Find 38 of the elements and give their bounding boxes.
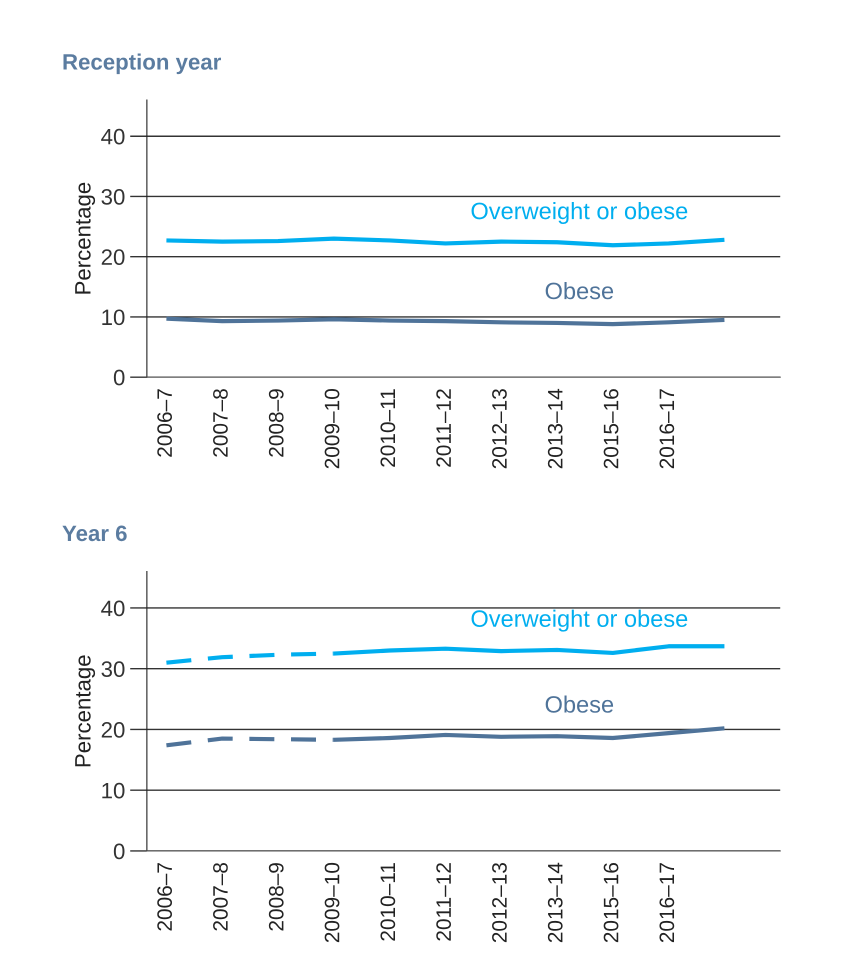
x-tick-label: 2009–10 (324, 389, 340, 468)
x-tick-label: 2006–7 (157, 863, 172, 931)
y-tick-label: 0 (114, 844, 124, 860)
x-tick-label: 2009–10 (324, 862, 340, 942)
series-label: Overweight or obese (472, 202, 688, 224)
x-tick-label: 2016–17 (659, 389, 674, 468)
y-tick-label: 30 (101, 661, 124, 678)
y-axis-title: Percentage (75, 655, 96, 766)
x-tick-label: 2008–9 (268, 863, 284, 931)
y-tick-label: 40 (101, 128, 124, 145)
x-tick-label: 2012–13 (492, 863, 507, 942)
y-tick-label: 20 (102, 249, 124, 265)
chart-title: Reception year (63, 53, 221, 74)
x-tick-label: 2012–13 (492, 389, 507, 468)
chart-title: Year 6 (62, 525, 127, 542)
x-tick-label: 2006–7 (157, 389, 172, 457)
x-tick-label: 2007–8 (213, 862, 228, 931)
x-tick-label: 2010–11 (380, 863, 396, 941)
x-tick-label: 2011–12 (436, 863, 452, 941)
y-tick-label: 30 (101, 189, 124, 205)
y-tick-label: 20 (102, 722, 124, 738)
x-tick-label: 2015–16 (604, 863, 618, 942)
y-tick-label: 10 (102, 782, 124, 799)
series-label: Overweight or obese (472, 610, 688, 632)
x-tick-label: 2013–14 (548, 862, 563, 942)
x-tick-label: 2010–11 (380, 389, 396, 467)
y-tick-label: 40 (101, 600, 124, 616)
x-tick-label: 2011–12 (436, 389, 452, 467)
series-label: Obese (546, 282, 614, 300)
x-tick-label: 2015–16 (604, 389, 618, 468)
x-tick-label: 2008–9 (268, 389, 284, 457)
y-axis-title: Percentage (75, 182, 96, 294)
y-tick-label: 10 (102, 309, 124, 326)
series-label: Obese (546, 695, 614, 713)
x-tick-label: 2016–17 (659, 863, 674, 942)
x-tick-label: 2013–14 (548, 388, 563, 468)
y-tick-label: 0 (114, 370, 124, 386)
x-tick-label: 2007–8 (213, 389, 228, 457)
